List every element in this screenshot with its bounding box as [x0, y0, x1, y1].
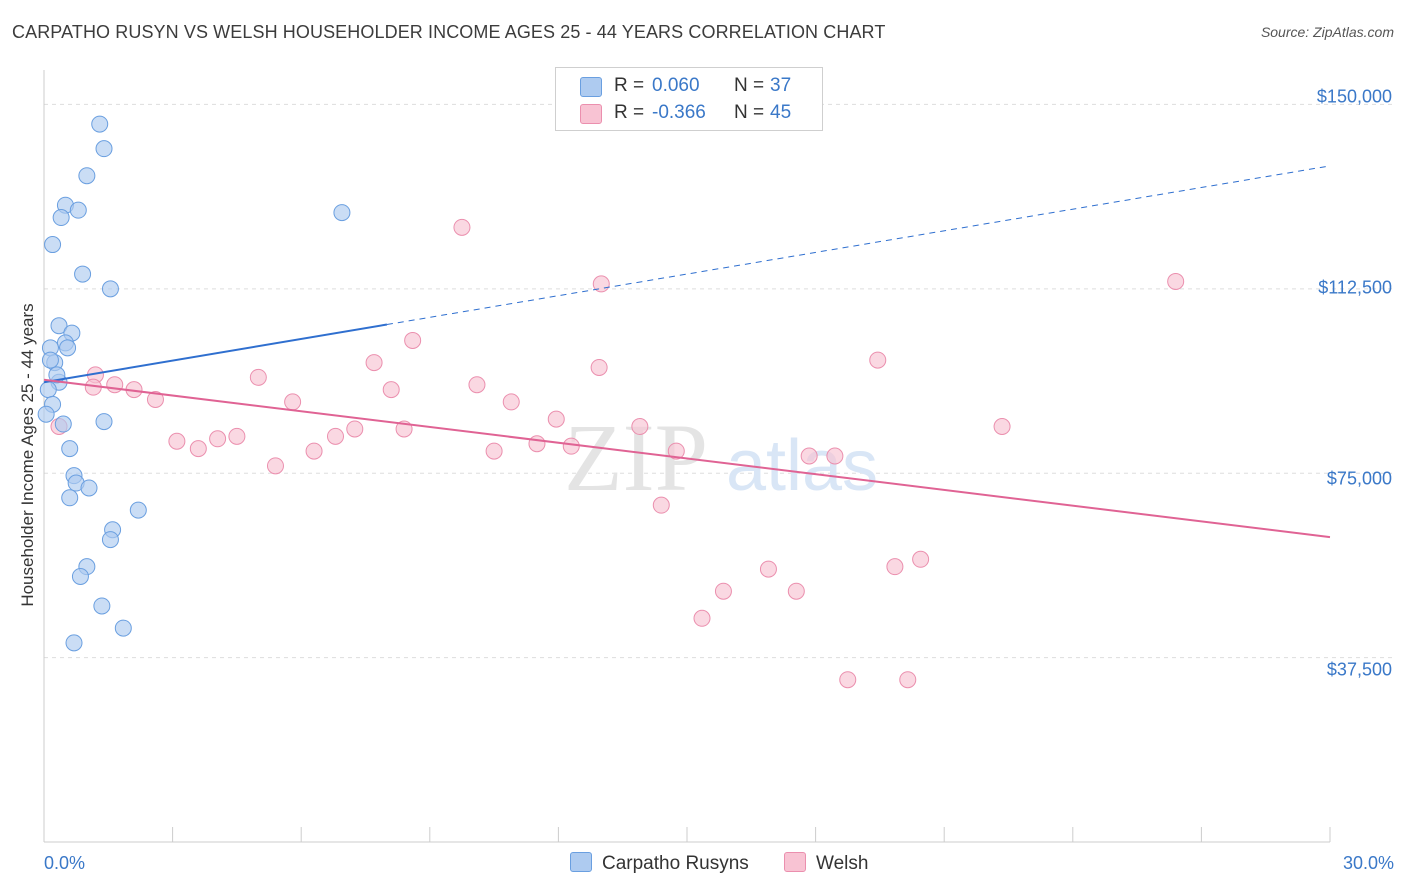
welsh-point [787, 582, 805, 600]
welsh-point [228, 427, 246, 445]
welsh-point [453, 218, 471, 236]
legend-label: Welsh [816, 853, 869, 874]
x-tick-label-min: 0.0% [44, 853, 86, 873]
carpatho-rusyn-point [114, 619, 132, 637]
legend-item-carpatho-rusyns[interactable]: Carpatho Rusyns [570, 852, 749, 878]
welsh-points [50, 218, 1185, 689]
source-credit: Source: ZipAtlas.com [1260, 24, 1394, 40]
carpatho-rusyn-point [37, 405, 55, 423]
welsh-point [631, 417, 649, 435]
carpatho-rusyn-point [71, 567, 89, 585]
welsh-point [562, 437, 580, 455]
carpatho-rusyn-point [59, 339, 77, 357]
welsh-point [547, 410, 565, 428]
legend-swatch-pink [784, 852, 806, 872]
welsh-point [146, 390, 164, 408]
correlation-legend: R = 0.060 N = 37 R = -0.366 N = 45 [555, 67, 823, 131]
welsh-point [502, 393, 520, 411]
legend-n-value: 45 [770, 102, 792, 123]
legend-r-value: 0.060 [652, 75, 700, 96]
carpatho-rusyn-point [93, 597, 111, 615]
welsh-point [886, 558, 904, 576]
welsh-point [284, 393, 302, 411]
welsh-point [346, 420, 364, 438]
welsh-point [168, 432, 186, 450]
legend-r-value: -0.366 [652, 102, 706, 123]
y-tick-label: $112,500 [1318, 277, 1392, 298]
carpatho-rusyn-point [101, 531, 119, 549]
axes [43, 70, 1331, 843]
welsh-point [800, 447, 818, 465]
y-tick-label: $75,000 [1326, 468, 1392, 489]
carpatho-rusyn-point [50, 317, 68, 335]
welsh-point [382, 381, 400, 399]
legend-item-welsh[interactable]: Welsh [784, 852, 868, 878]
legend-swatch-pink [580, 104, 602, 124]
legend-swatch-blue [570, 852, 592, 872]
legend-n-label: N = [734, 75, 765, 96]
carpatho-rusyn-point [65, 634, 83, 652]
welsh-point [485, 442, 503, 460]
welsh-point [365, 354, 383, 372]
welsh-point [266, 457, 284, 475]
welsh-point [826, 447, 844, 465]
y-tick-label: $37,500 [1326, 659, 1392, 680]
carpatho-rusyn-trendline [43, 323, 388, 384]
welsh-point [693, 609, 711, 627]
chart-title: CARPATHO RUSYN VS WELSH HOUSEHOLDER INCO… [12, 22, 886, 42]
carpatho-rusyn-point [69, 201, 87, 219]
welsh-point [1167, 272, 1185, 290]
carpatho-rusyn-point [61, 489, 79, 507]
welsh-point [305, 442, 323, 460]
carpatho-rusyn-points [37, 115, 351, 652]
welsh-point [667, 442, 685, 460]
welsh-point [869, 351, 887, 369]
carpatho-rusyn-trendline-extension [386, 165, 1331, 326]
welsh-point [468, 376, 486, 394]
welsh-point [326, 427, 344, 445]
welsh-point [759, 560, 777, 578]
carpatho-rusyn-point [39, 381, 57, 399]
carpatho-rusyn-point [101, 280, 119, 298]
legend-n-value: 37 [770, 75, 792, 96]
y-axis-label: Householder Income Ages 25 - 44 years [18, 303, 37, 607]
welsh-point [528, 435, 546, 453]
welsh-point [839, 671, 857, 689]
carpatho-rusyn-point [91, 115, 109, 133]
carpatho-rusyn-point [333, 204, 351, 222]
welsh-point [249, 368, 267, 386]
legend-r-label: R = [614, 75, 645, 96]
x-tick-label-max: 30.0% [1342, 853, 1394, 873]
legend-r-label: R = [614, 102, 645, 123]
y-tick-label: $150,000 [1316, 86, 1392, 107]
welsh-point [209, 430, 227, 448]
carpatho-rusyn-point [61, 440, 79, 458]
carpatho-rusyn-point [52, 209, 70, 227]
welsh-point [652, 496, 670, 514]
welsh-point [590, 358, 608, 376]
legend-label: Carpatho Rusyns [602, 853, 749, 874]
carpatho-rusyn-point [41, 351, 59, 369]
carpatho-rusyn-point [95, 413, 113, 431]
carpatho-rusyn-point [95, 140, 113, 158]
welsh-point [899, 671, 917, 689]
carpatho-rusyn-point [74, 265, 92, 283]
carpatho-rusyn-point [80, 479, 98, 497]
welsh-point [714, 582, 732, 600]
carpatho-rusyn-point [54, 415, 72, 433]
carpatho-rusyn-point [78, 167, 96, 185]
welsh-point [189, 440, 207, 458]
welsh-trendline [43, 378, 1331, 539]
grid-lines [44, 103, 1395, 659]
legend-swatch-blue [580, 77, 602, 97]
carpatho-rusyn-point [44, 236, 62, 254]
welsh-point [106, 376, 124, 394]
welsh-point [912, 550, 930, 568]
legend-n-label: N = [734, 102, 765, 123]
trendlines [43, 165, 1331, 539]
carpatho-rusyn-point [129, 501, 147, 519]
welsh-point [993, 417, 1011, 435]
welsh-point [404, 331, 422, 349]
